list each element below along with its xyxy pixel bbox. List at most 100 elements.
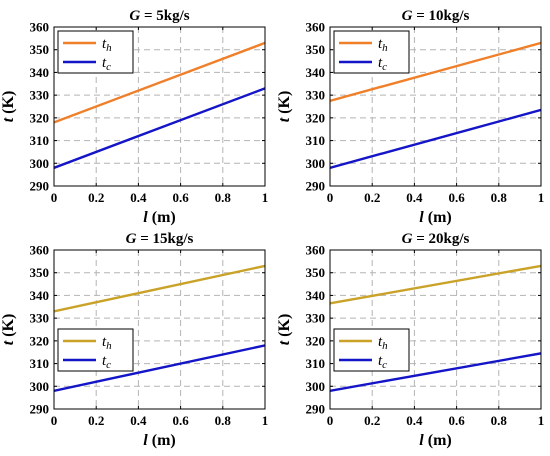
y-tick-label: 290 [306, 402, 326, 417]
legend-label-base: t [102, 55, 107, 71]
legend-label-th: th [378, 36, 388, 54]
axes-frame [53, 26, 266, 187]
y-tick-label: 310 [306, 133, 326, 148]
x-tick-label: 0 [51, 413, 58, 428]
title-value: = 5kg/s [140, 8, 190, 24]
x-axis-label: l (m) [143, 209, 175, 226]
x-tick-label: 1 [262, 190, 269, 205]
x-tick-label: 0.4 [130, 413, 147, 428]
x-axis-variable: l [419, 209, 424, 226]
y-tick-label: 320 [306, 110, 326, 125]
y-tick-label: 360 [30, 243, 50, 258]
x-axis-unit: (m) [424, 209, 452, 226]
legend-label-th: th [102, 334, 112, 352]
y-tick-label: 360 [30, 20, 50, 35]
x-tick-label: 0.6 [172, 413, 189, 428]
legend-label-sub: h [106, 340, 112, 352]
y-tick-label: 310 [30, 356, 50, 371]
legend-label-tc: tc [102, 55, 111, 73]
y-tick-label: 320 [30, 110, 50, 125]
title-variable: G [126, 231, 137, 247]
y-tick-label: 350 [306, 265, 326, 280]
legend-label-th: th [102, 36, 112, 54]
legend-label-base: t [378, 36, 383, 52]
y-tick-label: 340 [306, 65, 326, 80]
y-tick-label: 300 [30, 156, 50, 171]
chart-title: G = 15kg/s [126, 231, 194, 247]
y-axis-label: t (K) [276, 314, 293, 346]
x-axis-label: l (m) [419, 432, 451, 449]
legend-label-sub: h [382, 340, 388, 352]
series-line-tc [54, 344, 265, 393]
x-tick-label: 0.8 [215, 413, 232, 428]
series-line-tc [54, 87, 265, 169]
y-tick-label: 300 [306, 156, 326, 171]
chart-panel-3: 0 0.2 0.4 0.6 0.8 1 290 300 310 320 330 340 350 360 G … [0, 231, 268, 449]
y-axis-variable: t [276, 340, 293, 345]
y-axis-unit: (K) [0, 91, 17, 118]
x-tick-label: 0.2 [88, 190, 104, 205]
x-tick-label: 1 [538, 413, 545, 428]
legend-label-sub: h [382, 42, 388, 54]
x-tick-label: 0 [51, 190, 58, 205]
title-variable: G [129, 8, 140, 24]
series-line-th [54, 41, 265, 124]
legend-label-base: t [102, 334, 107, 350]
legend-label-tc: tc [102, 353, 111, 371]
y-tick-label: 320 [30, 333, 50, 348]
series-line-tc [330, 108, 541, 169]
x-tick-label: 1 [538, 190, 545, 205]
y-tick-label: 350 [30, 42, 50, 57]
legend-label-base: t [102, 36, 107, 52]
x-axis-label: l (m) [143, 432, 175, 449]
y-tick-label: 320 [306, 333, 326, 348]
legend-label-sub: c [106, 61, 111, 73]
legend-label-base: t [378, 334, 383, 350]
y-tick-label: 360 [306, 243, 326, 258]
title-variable: G [402, 231, 413, 247]
x-tick-label: 0 [327, 190, 334, 205]
axes-frame [329, 26, 542, 187]
legend-label-base: t [102, 353, 107, 369]
x-axis-variable: l [419, 432, 424, 449]
y-tick-label: 330 [306, 88, 326, 103]
series-line-th [330, 41, 541, 102]
y-tick-label: 300 [306, 379, 326, 394]
legend-label-tc: tc [378, 353, 387, 371]
x-tick-label: 0.4 [406, 413, 423, 428]
chart-title: G = 10kg/s [402, 8, 470, 24]
y-axis-unit: (K) [0, 314, 17, 341]
legend-label-th: th [378, 334, 388, 352]
y-tick-label: 290 [306, 179, 326, 194]
series-line-th [330, 264, 541, 305]
y-tick-label: 340 [306, 288, 326, 303]
legend-label-sub: c [382, 359, 387, 371]
x-tick-label: 0 [327, 413, 334, 428]
x-tick-label: 0.4 [406, 190, 423, 205]
y-axis-variable: t [0, 117, 17, 122]
y-axis-label: t (K) [0, 314, 17, 346]
x-tick-label: 0.2 [364, 413, 380, 428]
legend-box [57, 30, 134, 74]
series-line-th [54, 264, 265, 313]
chart-panel-1: 0 0.2 0.4 0.6 0.8 1 290 300 310 320 330 340 350 360 G … [0, 8, 268, 226]
y-axis-variable: t [276, 117, 293, 122]
y-tick-label: 330 [30, 311, 50, 326]
x-tick-label: 0.8 [491, 190, 508, 205]
chart-title: G = 20kg/s [402, 231, 470, 247]
chart-panel-4: 0 0.2 0.4 0.6 0.8 1 290 300 310 320 330 340 350 360 G … [276, 231, 544, 449]
x-tick-label: 0.6 [172, 190, 189, 205]
y-tick-label: 350 [30, 265, 50, 280]
x-tick-label: 0.8 [491, 413, 508, 428]
x-axis-unit: (m) [148, 432, 176, 449]
x-tick-label: 0.6 [448, 190, 465, 205]
y-tick-label: 350 [306, 42, 326, 57]
y-tick-label: 360 [306, 20, 326, 35]
chart-panel-2: 0 0.2 0.4 0.6 0.8 1 290 300 310 320 330 340 350 360 G … [276, 8, 544, 226]
legend-label-tc: tc [378, 55, 387, 73]
